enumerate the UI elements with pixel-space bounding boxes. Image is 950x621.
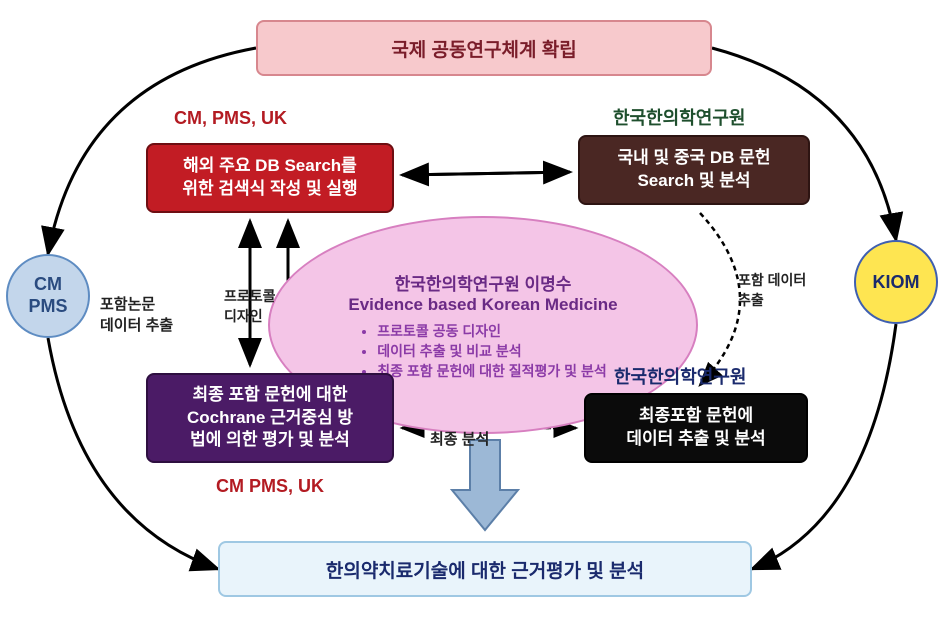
black-box-line2: 데이터 추출 및 분석 [626, 428, 765, 451]
label-final-analysis: 최종 분석 [430, 428, 489, 449]
bottom-box: 한의약치료기술에 대한 근거평가 및 분석 [218, 541, 752, 597]
ellipse-bullets: 프로토콜 공동 디자인 데이터 추출 및 비교 분석 최종 포함 문헌에 대한 … [359, 321, 606, 381]
ellipse-title-1: 한국한의학연구원 이명수 [395, 270, 572, 295]
left-circle-line1: CM [34, 274, 62, 296]
purple-box-line2: Cochrane 근거중심 방 [187, 407, 353, 430]
brown-box-line1: 국내 및 중국 DB 문헌 [618, 147, 771, 170]
left-circle-line2: PMS [28, 296, 67, 318]
purple-box: 최종 포함 문헌에 대한 Cochrane 근거중심 방 법에 의한 평가 및 … [146, 373, 394, 463]
purple-box-line3: 법에 의한 평가 및 분석 [190, 429, 350, 452]
bottom-box-text: 한의약치료기술에 대한 근거평가 및 분석 [326, 556, 644, 583]
brown-box: 국내 및 중국 DB 문헌 Search 및 분석 [578, 135, 810, 205]
red-box-line1: 해외 주요 DB Search를 [183, 155, 357, 178]
red-box: 해외 주요 DB Search를 위한 검색식 작성 및 실행 [146, 143, 394, 213]
block-arrow-down [452, 440, 518, 530]
red-box-line2: 위한 검색식 작성 및 실행 [182, 178, 357, 201]
black-box: 최종포함 문헌에 데이터 추출 및 분석 [584, 393, 808, 463]
purple-box-line1: 최종 포함 문헌에 대한 [193, 384, 348, 407]
label-include-paper: 포함논문 데이터 추출 [100, 293, 173, 335]
black-box-line1: 최종포함 문헌에 [639, 405, 753, 428]
right-circle: KIOM [854, 240, 938, 324]
brown-box-label: 한국한의학연구원 [613, 104, 745, 130]
purple-box-label: CM PMS, UK [216, 476, 324, 497]
label-protocol-design: 프로토콜 디자인 [224, 286, 276, 326]
right-circle-text: KIOM [873, 272, 920, 293]
ellipse-title-2: Evidence based Korean Medicine [348, 295, 617, 315]
top-box: 국제 공동연구체계 확립 [256, 20, 712, 76]
top-box-text: 국제 공동연구체계 확립 [391, 35, 576, 62]
black-box-label: 한국한의학연구원 [614, 363, 746, 389]
label-include-data: 포함 데이터 추출 [738, 270, 806, 310]
left-circle: CM PMS [6, 254, 90, 338]
red-box-label: CM, PMS, UK [174, 108, 287, 129]
brown-box-line2: Search 및 분석 [637, 170, 750, 193]
